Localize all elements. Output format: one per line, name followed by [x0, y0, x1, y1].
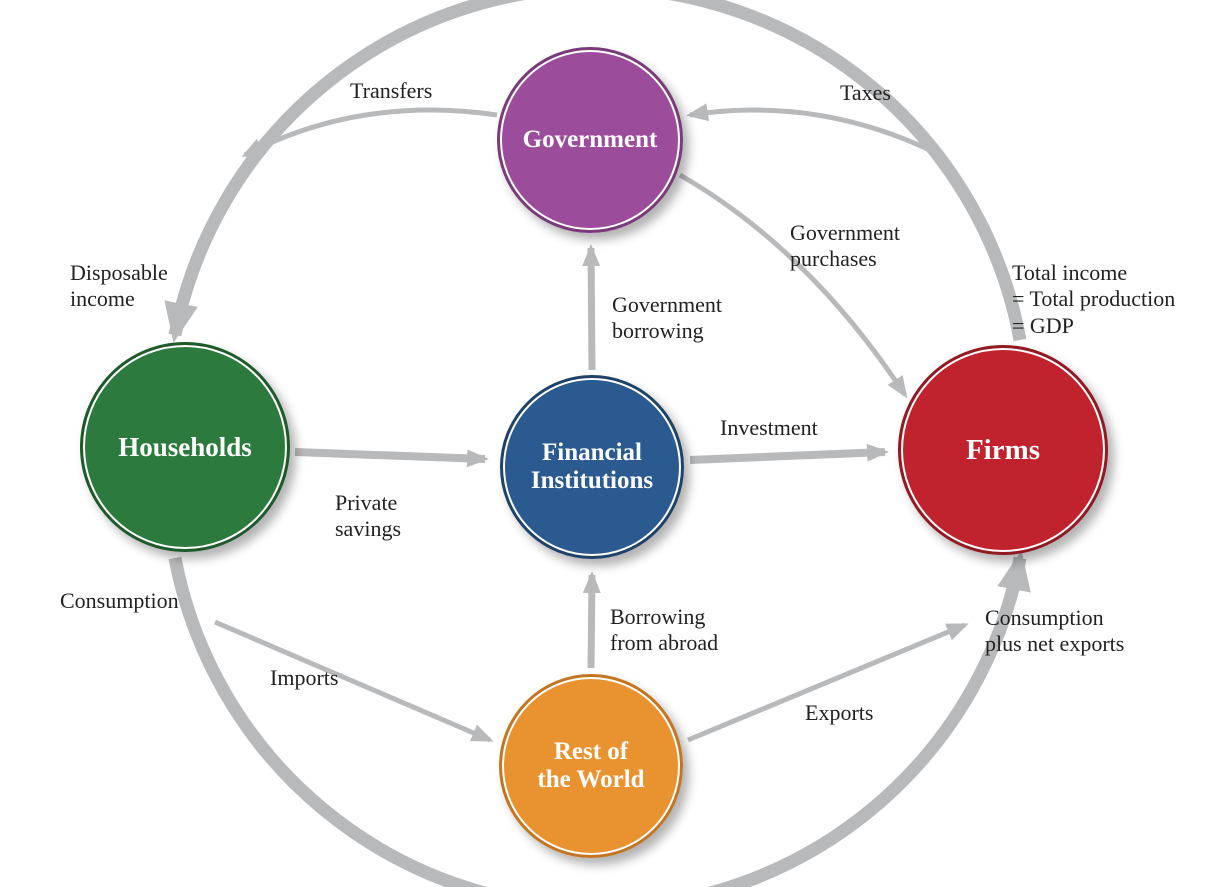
- node-financial-label: Financial Institutions: [531, 439, 653, 495]
- label-consumption: Consumption: [60, 588, 179, 614]
- label-taxes: Taxes: [840, 80, 891, 106]
- node-world-label: Rest of the World: [537, 738, 644, 794]
- label-total-income: Total income = Total production = GDP: [1012, 260, 1175, 339]
- label-investment: Investment: [720, 415, 818, 441]
- arrow-investment: [690, 452, 885, 460]
- label-gov-borrowing: Government borrowing: [612, 292, 722, 345]
- node-households: Households: [80, 342, 290, 552]
- arrow-gov-purchases: [680, 175, 905, 395]
- arrow-gov-borrowing: [591, 248, 592, 370]
- arrow-borrowing-abroad: [591, 575, 592, 668]
- label-consumption-exports: Consumption plus net exports: [985, 605, 1124, 658]
- label-imports: Imports: [270, 665, 338, 691]
- label-borrowing-abroad: Borrowing from abroad: [610, 604, 718, 657]
- arrow-imports: [215, 622, 490, 740]
- node-world: Rest of the World: [499, 674, 683, 858]
- node-government-label: Government: [523, 126, 658, 154]
- node-households-label: Households: [118, 432, 252, 463]
- node-financial: Financial Institutions: [500, 375, 684, 559]
- node-firms: Firms: [898, 345, 1108, 555]
- label-disposable-income: Disposable income: [70, 260, 168, 313]
- arrow-private-savings: [295, 452, 485, 459]
- node-government: Government: [497, 47, 683, 233]
- label-transfers: Transfers: [350, 78, 432, 104]
- label-exports: Exports: [805, 700, 873, 726]
- label-gov-purchases: Government purchases: [790, 220, 900, 273]
- node-firms-label: Firms: [966, 434, 1040, 467]
- label-private-savings: Private savings: [335, 490, 401, 543]
